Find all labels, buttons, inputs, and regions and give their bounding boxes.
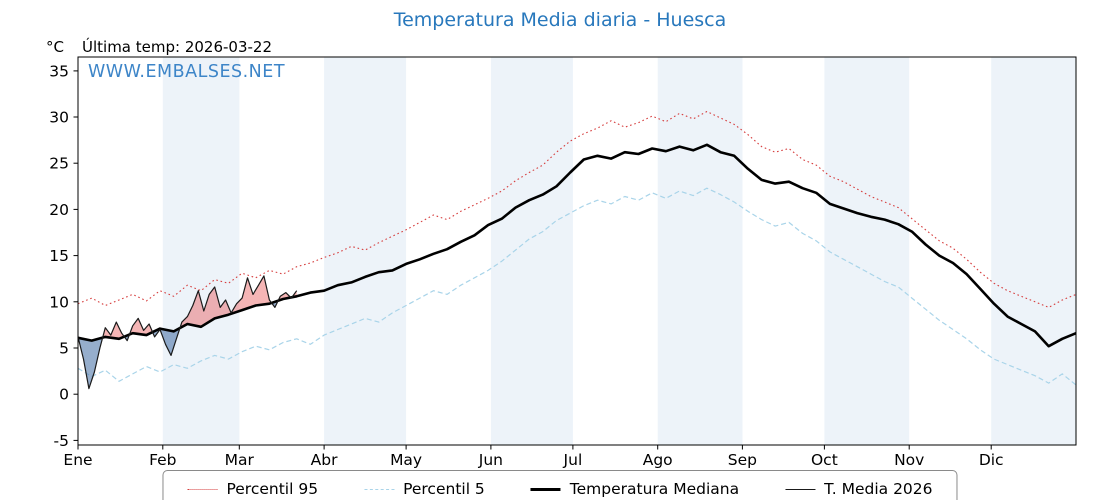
y-tick-label: 0 xyxy=(59,386,69,404)
month-band xyxy=(324,57,407,445)
percentil95-line-sample-icon xyxy=(187,488,218,490)
x-tick-label: Sep xyxy=(728,451,757,469)
percentil95-line xyxy=(77,110,1077,308)
x-tick-label: Feb xyxy=(149,451,176,469)
last-temp-label: Última temp: 2026-03-22 xyxy=(82,38,273,56)
watermark: WWW.EMBALSES.NET xyxy=(88,62,286,82)
legend-item-percentil5: Percentil 5 xyxy=(364,480,485,498)
y-axis-unit: °C xyxy=(46,38,64,56)
x-tick-label: Abr xyxy=(311,451,338,469)
percentil5-line-sample-icon xyxy=(364,488,395,490)
mediana-line xyxy=(77,143,1077,348)
x-tick-label: Mar xyxy=(225,451,255,469)
x-tick-label: Jul xyxy=(563,451,583,469)
month-band xyxy=(991,57,1076,445)
legend-item-percentil95: Percentil 95 xyxy=(187,480,318,498)
mediana-line-sample-icon xyxy=(530,487,561,491)
x-tick-label: Oct xyxy=(811,451,838,469)
x-tick-label: Jun xyxy=(478,451,503,469)
x-tick-label: Dic xyxy=(979,451,1004,469)
y-tick-label: 25 xyxy=(49,155,69,173)
legend-item-mediana: Temperatura Mediana xyxy=(530,480,740,498)
y-tick-label: -5 xyxy=(54,432,69,450)
x-tick-label: May xyxy=(390,451,422,469)
y-tick-label: 15 xyxy=(49,247,69,265)
legend: Percentil 95 Percentil 5 Temperatura Med… xyxy=(162,470,958,500)
y-tick-label: 30 xyxy=(49,109,69,127)
month-band xyxy=(657,57,743,445)
x-tick-label: Ago xyxy=(643,451,673,469)
legend-label: Temperatura Mediana xyxy=(569,480,740,498)
tmedia2026-line-sample-icon xyxy=(785,488,816,490)
y-tick-label: 35 xyxy=(49,62,69,80)
month-band xyxy=(490,57,573,445)
percentil5-line xyxy=(77,187,1077,386)
y-tick-label: 10 xyxy=(49,293,69,311)
y-tick-label: 20 xyxy=(49,201,69,219)
legend-label: Percentil 95 xyxy=(226,480,319,498)
plot-frame xyxy=(77,56,1077,446)
legend-label: Percentil 5 xyxy=(403,480,485,498)
month-band xyxy=(162,57,240,445)
t-media-2026-line xyxy=(77,275,298,390)
x-tick-label: Ene xyxy=(63,451,92,469)
legend-label: T. Media 2026 xyxy=(824,480,933,498)
legend-item-tmedia2026: T. Media 2026 xyxy=(785,480,933,498)
fill-below-median xyxy=(78,337,103,389)
chart-title: Temperatura Media diaria - Huesca xyxy=(393,9,727,31)
month-band xyxy=(824,57,910,445)
y-tick-label: 5 xyxy=(59,340,69,358)
x-tick-label: Nov xyxy=(894,451,924,469)
